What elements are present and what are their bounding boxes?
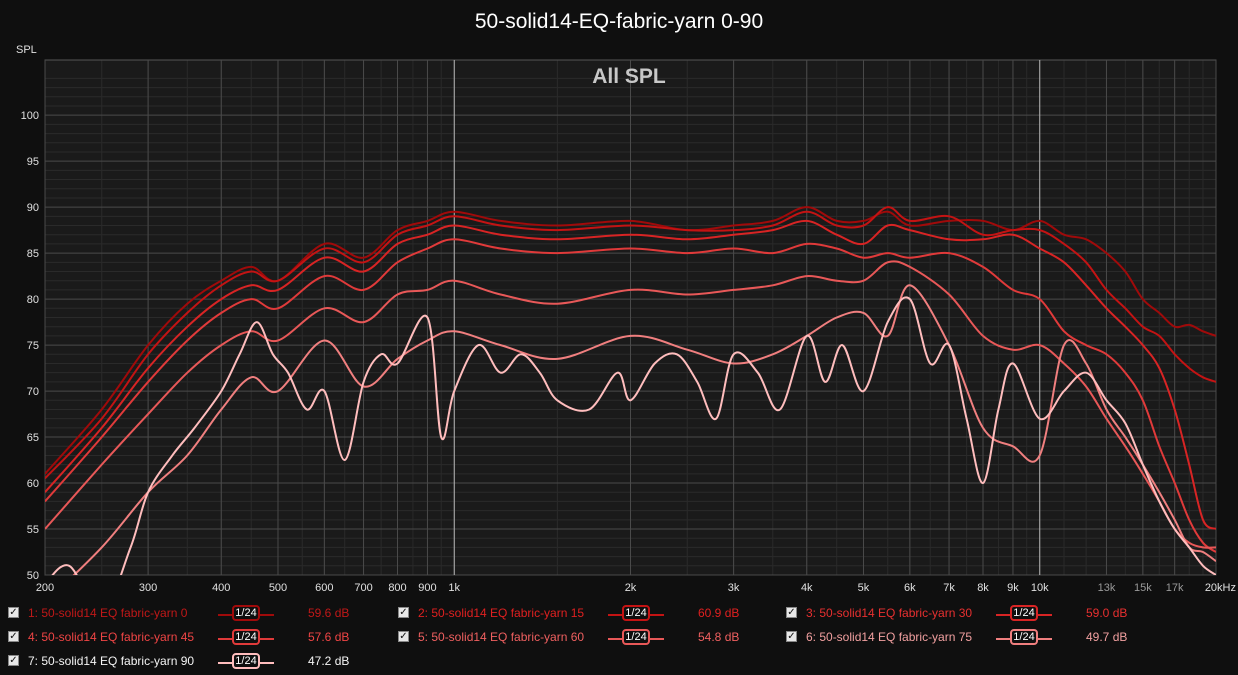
x-tick-label: 1k [448,582,460,594]
x-tick-label: 700 [354,582,372,594]
smoothing-selector[interactable]: 1/24 [608,628,664,648]
major-grid [44,59,1217,576]
frequency-response-chart: All SPL 50 55 60 65 70 75 80 85 90 95 100 200 300 400… [16,44,1236,594]
smoothing-label: 1/24 [232,653,260,669]
series-line-7 [51,296,1216,575]
smoothing-label: 1/24 [232,605,260,621]
smoothing-label: 1/24 [1010,629,1038,645]
x-tick-label: 8k [977,582,989,594]
legend-series-name: 4: 50-solid14 EQ fabric-yarn 45 [28,630,195,644]
legend-checkbox[interactable]: ✓ [786,607,797,618]
y-axis-label: SPL [16,44,37,56]
chart-title: 50-solid14-EQ-fabric-yarn 0-90 [474,10,764,33]
x-tick-label: 17k [1166,582,1184,594]
x-tick-label: 900 [418,582,436,594]
x-tick-label: 4k [801,582,813,594]
x-tick-label: 600 [315,582,333,594]
legend-series-name: 3: 50-solid14 EQ fabric-yarn 30 [806,606,973,620]
legend-item-2[interactable]: ✓ 2: 50-solid14 EQ fabric-yarn 15 1/24 60.9… [398,604,778,624]
legend-series-name: 2: 50-solid14 EQ fabric-yarn 15 [418,606,585,620]
smoothing-selector[interactable]: 1/24 [608,604,664,624]
legend-level-value: 59.0 dB [1086,606,1128,620]
series-line-4 [45,238,1216,553]
legend-item-4[interactable]: ✓ 4: 50-solid14 EQ fabric-yarn 45 1/24 57.6… [8,628,388,648]
x-tick-label: 13k [1098,582,1116,594]
y-tick-label: 50 [27,570,39,582]
y-tick-label: 80 [27,294,39,306]
legend-checkbox[interactable]: ✓ [8,607,19,618]
x-tick-label: 200 [36,582,54,594]
series-line-5 [45,260,1216,549]
smoothing-selector[interactable]: 1/24 [996,604,1052,624]
series-line-2 [45,206,1216,480]
x-tick-label: 500 [269,582,287,594]
smoothing-selector[interactable]: 1/24 [996,628,1052,648]
series-layer [45,206,1216,575]
legend-checkbox[interactable]: ✓ [8,631,19,642]
x-tick-label: 5k [858,582,870,594]
legend-level-value: 54.8 dB [698,630,740,644]
smoothing-label: 1/24 [232,629,260,645]
chart-subtitle: All SPL [592,65,666,88]
legend-checkbox[interactable]: ✓ [8,655,19,666]
y-tick-label: 60 [27,478,39,490]
smoothing-selector[interactable]: 1/24 [218,604,274,624]
smoothing-selector[interactable]: 1/24 [218,628,274,648]
legend: ✓ 1: 50-solid14 EQ fabric-yarn 0 1/24 59.6 … [0,600,1238,675]
x-tick-label: 10k [1031,582,1049,594]
smoothing-label: 1/24 [622,629,650,645]
y-tick-label: 85 [27,248,39,260]
x-tick-label: 15k [1134,582,1152,594]
legend-item-5[interactable]: ✓ 5: 50-solid14 EQ fabric-yarn 60 1/24 54.8… [398,628,778,648]
legend-level-value: 60.9 dB [698,606,740,620]
smoothing-label: 1/24 [1010,605,1038,621]
legend-item-1[interactable]: ✓ 1: 50-solid14 EQ fabric-yarn 0 1/24 59.6 … [8,604,388,624]
legend-checkbox[interactable]: ✓ [398,607,409,618]
legend-series-name: 5: 50-solid14 EQ fabric-yarn 60 [418,630,585,644]
x-tick-label: 400 [212,582,230,594]
legend-series-name: 1: 50-solid14 EQ fabric-yarn 0 [28,606,188,620]
legend-item-6[interactable]: ✓ 6: 50-solid14 EQ fabric-yarn 75 1/24 49.7… [786,628,1166,648]
x-tick-label: 9k [1007,582,1019,594]
y-tick-label: 100 [21,110,39,122]
legend-series-name: 7: 50-solid14 EQ fabric-yarn 90 [28,654,195,668]
legend-series-name: 6: 50-solid14 EQ fabric-yarn 75 [806,630,973,644]
x-tick-label: 800 [388,582,406,594]
legend-item-3[interactable]: ✓ 3: 50-solid14 EQ fabric-yarn 30 1/24 59.0… [786,604,1166,624]
y-tick-label: 70 [27,386,39,398]
legend-level-value: 59.6 dB [308,606,350,620]
x-tick-label: 20kHz [1205,582,1236,594]
y-tick-label: 65 [27,432,39,444]
legend-level-value: 47.2 dB [308,654,350,668]
x-tick-label: 7k [943,582,955,594]
axis-labels: 50 55 60 65 70 75 80 85 90 95 100 200 300 400 500 600 70… [21,110,1236,594]
y-tick-label: 75 [27,340,39,352]
x-tick-label: 3k [728,582,740,594]
smoothing-label: 1/24 [622,605,650,621]
legend-checkbox[interactable]: ✓ [398,631,409,642]
legend-level-value: 57.6 dB [308,630,350,644]
x-tick-label: 300 [139,582,157,594]
y-tick-label: 90 [27,202,39,214]
x-tick-label: 6k [904,582,916,594]
legend-level-value: 49.7 dB [1086,630,1128,644]
legend-checkbox[interactable]: ✓ [786,631,797,642]
series-line-3 [45,219,1216,530]
y-tick-label: 55 [27,524,39,536]
y-tick-label: 95 [27,156,39,168]
x-tick-label: 2k [625,582,637,594]
legend-item-7[interactable]: ✓ 7: 50-solid14 EQ fabric-yarn 90 1/24 47.2… [8,652,388,672]
smoothing-selector[interactable]: 1/24 [218,652,274,672]
